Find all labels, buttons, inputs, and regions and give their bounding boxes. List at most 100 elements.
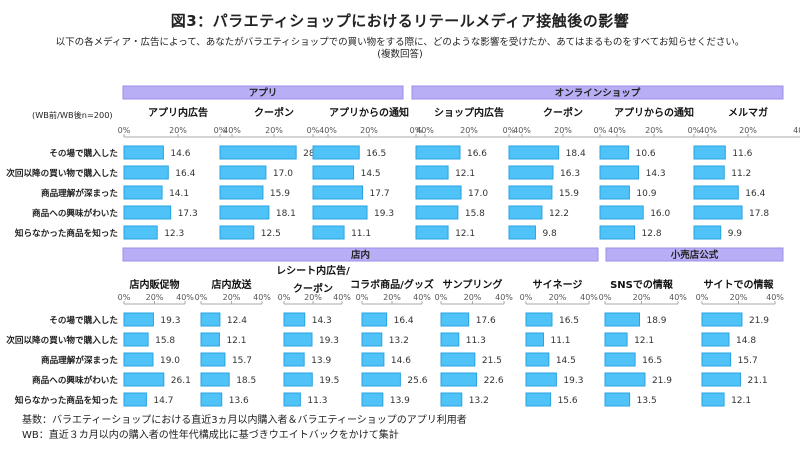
bar — [123, 332, 149, 347]
bar — [123, 205, 172, 220]
panel-title: コラボ商品/グッズ — [350, 278, 434, 291]
bar — [440, 312, 470, 327]
panel-title: サンプリング — [443, 278, 503, 291]
group-band — [122, 247, 599, 262]
bar-value-label: 12.1 — [731, 396, 751, 406]
bar — [415, 165, 449, 180]
bar — [599, 205, 644, 220]
bar-value-label: 21.9 — [749, 316, 769, 326]
bar — [508, 185, 553, 200]
bar — [701, 372, 742, 387]
bar — [525, 392, 552, 407]
bar-value-label: 21.9 — [652, 376, 672, 386]
bar — [599, 145, 630, 160]
x-tick-label: 40% — [253, 293, 271, 302]
bar-value-label: 22.6 — [484, 376, 504, 386]
category-label: 知らなかった商品を知った — [14, 394, 118, 406]
group-band-label: 店内 — [351, 249, 370, 261]
chart-subtitle: 以下の各メディア・広告によって、あなたがバラエティショップでの買い物をする際に、… — [0, 37, 800, 61]
bar-value-label: 21.5 — [482, 356, 502, 366]
bar — [693, 225, 722, 240]
bar-value-label: 18.1 — [276, 209, 296, 219]
panel-title: メルマガ — [728, 106, 768, 119]
bar-value-label: 12.1 — [455, 169, 475, 179]
bar-value-label: 19.3 — [563, 376, 583, 386]
x-tick-label: 40% — [699, 126, 717, 135]
bar — [123, 185, 163, 200]
bar-value-label: 18.9 — [646, 316, 666, 326]
group-band — [122, 85, 404, 100]
x-tick-label: 20% — [645, 126, 663, 135]
bar-value-label: 16.5 — [366, 149, 386, 159]
bar-value-label: 11.1 — [550, 336, 570, 346]
bar-value-label: 15.8 — [465, 209, 485, 219]
footnote-wb: WB：直近３カ月以内の購入者の性年代構成比に基づきウエイトバックをかけて集計 — [22, 430, 399, 441]
bar — [312, 225, 345, 240]
panel-title: アプリからの通知 — [614, 106, 694, 119]
bar-value-label: 16.5 — [559, 316, 579, 326]
bar-value-label: 11.3 — [466, 336, 486, 346]
bar — [701, 392, 725, 407]
bar — [525, 312, 553, 327]
panel-title: レシート内広告/ — [276, 264, 350, 277]
bar-value-label: 11.1 — [351, 229, 371, 239]
bar-value-label: 15.6 — [558, 396, 578, 406]
bar — [604, 312, 640, 327]
x-tick-label: 40% — [513, 126, 531, 135]
bar — [440, 332, 460, 347]
bar-value-label: 13.6 — [229, 396, 249, 406]
bar-value-label: 15.7 — [738, 356, 758, 366]
bar — [415, 185, 462, 200]
bar — [440, 372, 478, 387]
bar-value-label: 13.2 — [469, 396, 489, 406]
bar-value-label: 16.3 — [560, 169, 580, 179]
x-tick-label: 40% — [176, 293, 194, 302]
bar — [415, 205, 459, 220]
x-tick-label: 0% — [356, 293, 369, 302]
footnote-base: 基数：バラエティーショップにおける直近3ヵ月以内購入者＆バラエティーショップのア… — [22, 415, 467, 426]
x-tick-label: 20% — [383, 293, 401, 302]
footnotes: 基数：バラエティーショップにおける直近3ヵ月以内購入者＆バラエティーショップのア… — [22, 413, 467, 443]
x-tick-label: 0% — [410, 126, 423, 135]
bar-value-label: 16.4 — [175, 169, 195, 179]
bar — [123, 312, 154, 327]
bar — [508, 165, 554, 180]
category-label: 次回以降の買い物で購入した — [6, 167, 118, 179]
bar — [508, 205, 543, 220]
bar-value-label: 14.1 — [169, 189, 189, 199]
category-label: 次回以降の買い物で購入した — [6, 334, 118, 346]
bar-value-label: 15.8 — [155, 336, 175, 346]
bar-value-label: 19.3 — [160, 316, 180, 326]
x-tick-label: 40% — [766, 293, 784, 302]
bar — [361, 392, 384, 407]
x-tick-label: 20% — [739, 126, 757, 135]
category-label: 商品理解が深まった — [41, 187, 118, 199]
x-tick-label: 20% — [265, 126, 283, 135]
bar-value-label: 14.7 — [153, 396, 173, 406]
x-tick-label: 0% — [307, 126, 320, 135]
panel-title: アプリ内広告 — [148, 106, 208, 119]
bar — [200, 352, 226, 367]
bar-value-label: 14.8 — [736, 336, 756, 346]
bar — [123, 352, 154, 367]
bar — [693, 165, 725, 180]
panel-title: クーポン — [543, 106, 583, 119]
bar-value-label: 14.6 — [170, 149, 190, 159]
sample-size-note: (WB前/WB後n=200) — [32, 110, 113, 120]
bar-value-label: 19.3 — [374, 209, 394, 219]
bar-value-label: 17.7 — [370, 189, 390, 199]
x-tick-label: 0% — [214, 126, 227, 135]
x-tick-label: 40% — [608, 126, 626, 135]
bar — [693, 145, 726, 160]
x-tick-label: 0% — [195, 293, 208, 302]
x-tick-label: 20% — [146, 293, 164, 302]
bar — [361, 332, 383, 347]
bar — [599, 225, 636, 240]
bar — [525, 332, 544, 347]
bar-value-label: 12.4 — [227, 316, 247, 326]
bar — [283, 392, 301, 407]
x-tick-label: 0% — [696, 293, 709, 302]
category-label: 商品理解が深まった — [41, 354, 118, 366]
bar-value-label: 19.0 — [160, 356, 180, 366]
